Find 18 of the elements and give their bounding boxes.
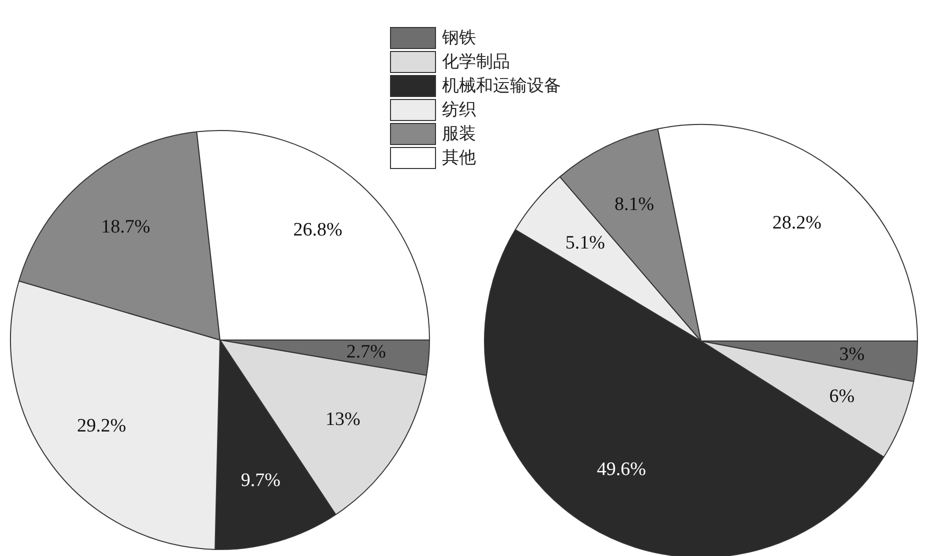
data-label: 5.1% xyxy=(565,232,606,254)
data-label: 13% xyxy=(325,409,360,430)
data-label: 26.8% xyxy=(293,220,342,241)
data-label: 49.6% xyxy=(596,458,646,480)
data-label: 28.2% xyxy=(772,212,822,234)
legend-label: 纺织 xyxy=(442,99,476,121)
legend-label: 化学制品 xyxy=(442,51,510,73)
legend-label: 服装 xyxy=(442,123,476,145)
legend-label: 其他 xyxy=(442,147,476,169)
legend-label: 钢铁 xyxy=(442,27,476,49)
data-label: 3% xyxy=(839,344,865,366)
data-label: 2.7% xyxy=(346,341,386,362)
data-label: 29.2% xyxy=(77,415,126,436)
legend-label: 机械和运输设备 xyxy=(442,75,561,97)
data-label: 8.1% xyxy=(614,194,654,215)
data-label: 18.7% xyxy=(101,216,150,238)
data-label: 6% xyxy=(829,386,855,407)
data-label: 9.7% xyxy=(240,470,281,491)
